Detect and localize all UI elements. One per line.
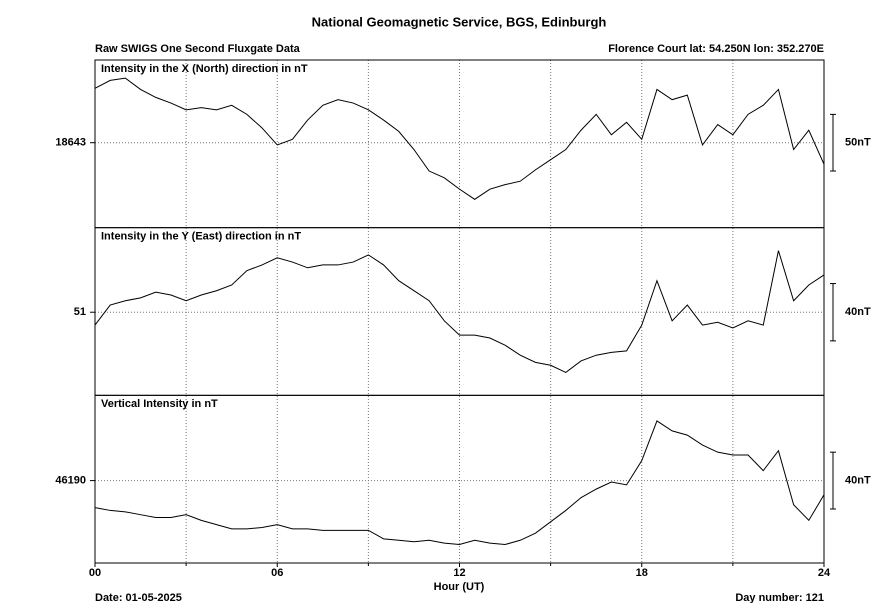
x-tick-label: 00 (89, 567, 101, 579)
data-line (94, 77, 825, 200)
station: Florence Court lat: 54.250N lon: 352.270… (608, 43, 824, 55)
y-tick-label: 46190 (55, 474, 86, 486)
y-tick-label: 51 (74, 306, 86, 318)
panel-label: Intensity in the X (North) direction in … (101, 63, 308, 75)
y-tick-label: 18643 (55, 137, 86, 149)
scale-label: 50nT (845, 137, 871, 149)
x-axis-label: Hour (UT) (434, 581, 485, 593)
panel-frame (94, 394, 825, 564)
scale-label: 40nT (845, 306, 871, 318)
panel-label: Intensity in the Y (East) direction in n… (101, 231, 301, 243)
day-number: Day number: 121 (735, 592, 824, 603)
x-tick-label: 12 (453, 567, 465, 579)
x-tick-label: 06 (271, 567, 283, 579)
data-line (94, 250, 825, 373)
panel-frame (94, 59, 825, 229)
panel-label: Vertical Intensity in nT (101, 398, 218, 410)
scale-label: 40nT (845, 474, 871, 486)
data-line (94, 420, 825, 546)
x-tick-label: 24 (818, 567, 831, 579)
chart-title: National Geomagnetic Service, BGS, Edinb… (312, 14, 607, 29)
date: Date: 01-05-2025 (95, 592, 182, 603)
x-tick-label: 18 (636, 567, 648, 579)
subtitle: Raw SWIGS One Second Fluxgate Data (95, 43, 301, 55)
